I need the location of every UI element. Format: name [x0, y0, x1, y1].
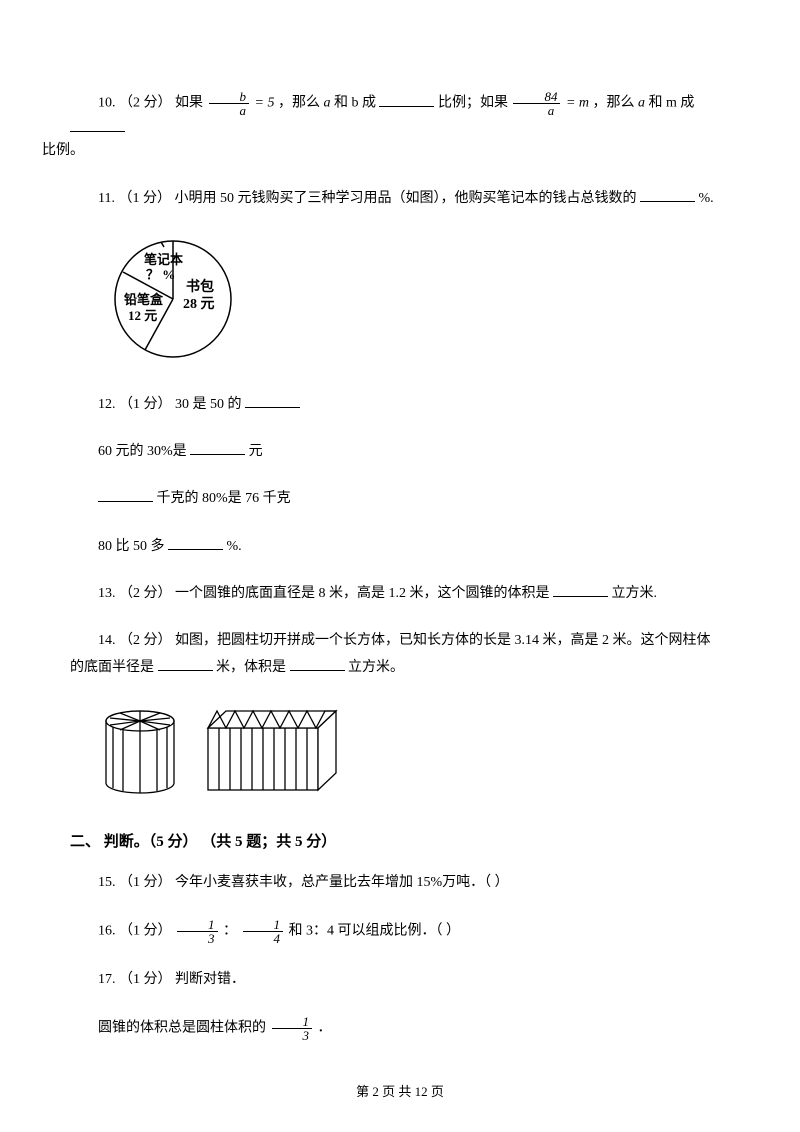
q11-text: 小明用 50 元钱购买了三种学习用品（如图），他购买笔记本的钱占总钱数的	[174, 191, 636, 206]
q10-num: 10.	[98, 96, 119, 111]
question-12-l4: 80 比 50 多 %.	[70, 535, 730, 558]
blank	[98, 487, 153, 502]
q10-eq2: = m	[566, 96, 589, 111]
cylinder-diagram	[98, 703, 730, 811]
q17-num: 17.	[98, 972, 119, 987]
q14-line2a: 的底面半径是	[70, 660, 154, 675]
q13-points: （2 分）	[119, 586, 172, 601]
q16-colon: ：	[223, 924, 241, 939]
q10-tail: 比例。	[42, 140, 84, 162]
q12-l2b: 元	[249, 444, 263, 459]
question-17: 17. （1 分） 判断对错．	[70, 969, 730, 991]
q17b-text-b: ．	[318, 1021, 332, 1036]
q12-points: （1 分）	[119, 397, 172, 412]
pie-chart: 笔记本 ？ % 书包 28 元 铅笔盒 12 元	[98, 234, 730, 372]
q14-line1: 如图，把圆柱切开拼成一个长方体，已知长方体的长是 3.14 米，高是 2 米。这…	[175, 633, 711, 648]
q14-num: 14.	[98, 633, 119, 648]
q10-mid1: ，那么	[278, 96, 324, 111]
q10-mid4: ，那么	[593, 96, 639, 111]
q15-text: 今年小麦喜获丰收，总产量比去年增加 15%万吨．（ ）	[175, 875, 509, 890]
q10-mid3: 比例；如果	[438, 96, 512, 111]
pie-label-notebook1: 笔记本	[144, 252, 183, 267]
question-15: 15. （1 分） 今年小麦喜获丰收，总产量比去年增加 15%万吨．（ ）	[70, 872, 730, 894]
question-12-l2: 60 元的 30%是 元	[70, 440, 730, 463]
q10-var-a: a	[323, 96, 330, 111]
q17-points: （1 分）	[119, 972, 172, 987]
q14-line2b: 米，体积是	[216, 660, 286, 675]
q10-eq1: = 5	[255, 96, 275, 111]
q12-l1a: 30 是 50 的	[175, 397, 242, 412]
q14-points: （2 分）	[119, 633, 172, 648]
q12-num: 12.	[98, 397, 119, 412]
question-14-l1: 14. （2 分） 如图，把圆柱切开拼成一个长方体，已知长方体的长是 3.14 …	[70, 630, 730, 652]
blank	[290, 656, 345, 671]
q10-frac1: b a	[209, 90, 250, 117]
pie-label-pencil1: 铅笔盒	[124, 292, 164, 307]
blank	[245, 393, 300, 408]
question-13: 13. （2 分） 一个圆锥的底面直径是 8 米，高是 1.2 米，这个圆锥的体…	[70, 582, 730, 605]
pie-label-notebook2: ？ %	[146, 267, 175, 282]
q12-l2a: 60 元的 30%是	[98, 444, 187, 459]
pie-label-pencil2: 12 元	[128, 308, 157, 323]
question-16: 16. （1 分） 1 3 ： 1 4 和 3：4 可以组成比例．（ ）	[70, 918, 730, 945]
q16-frac2: 1 4	[243, 918, 284, 945]
question-14-l2: 的底面半径是 米，体积是 立方米。	[70, 656, 730, 679]
q10-pre: 如果	[175, 96, 207, 111]
q11-num: 11.	[98, 191, 118, 206]
q14-line2c: 立方米。	[348, 660, 404, 675]
question-17b: 圆锥的体积总是圆柱体积的 1 3 ．	[70, 1015, 730, 1042]
q16-points: （1 分）	[119, 924, 172, 939]
q16-tail: 和 3：4 可以组成比例．（ ）	[289, 924, 461, 939]
q13-text-a: 一个圆锥的底面直径是 8 米，高是 1.2 米，这个圆锥的体积是	[175, 586, 550, 601]
q16-frac1: 1 3	[177, 918, 218, 945]
question-12-l1: 12. （1 分） 30 是 50 的	[70, 393, 730, 416]
q15-num: 15.	[98, 875, 119, 890]
blank	[158, 656, 213, 671]
q10-mid5: 和 m 成	[649, 96, 695, 111]
blank	[640, 187, 695, 202]
q11-tail: %.	[698, 191, 713, 206]
section-2-title: 二、 判断。（5 分） （共 5 题；共 5 分）	[70, 830, 730, 854]
question-10: 10. （2 分） 如果 b a = 5 ，那么 a 和 b 成 比例；如果 8…	[70, 90, 730, 163]
question-11: 11. （1 分） 小明用 50 元钱购买了三种学习用品（如图），他购买笔记本的…	[70, 187, 730, 210]
pie-label-bag2: 28 元	[183, 296, 215, 312]
q11-points: （1 分）	[118, 191, 171, 206]
blank	[168, 535, 223, 550]
q13-num: 13.	[98, 586, 119, 601]
q12-l4b: %.	[227, 539, 242, 554]
q17b-frac: 1 3	[272, 1015, 313, 1042]
q13-text-b: 立方米.	[612, 586, 658, 601]
q16-num: 16.	[98, 924, 119, 939]
blank	[379, 92, 434, 107]
page-content: 10. （2 分） 如果 b a = 5 ，那么 a 和 b 成 比例；如果 8…	[0, 0, 800, 1106]
q12-l4a: 80 比 50 多	[98, 539, 165, 554]
page-footer: 第 2 页 共 12 页	[0, 1081, 800, 1100]
q15-points: （1 分）	[119, 875, 172, 890]
q10-frac2: 84 a	[513, 90, 560, 117]
q17-text: 判断对错．	[175, 972, 245, 987]
question-12-l3: 千克的 80%是 76 千克	[70, 487, 730, 510]
q10-mid2: 和 b 成	[334, 96, 376, 111]
pie-label-bag1: 书包	[186, 278, 214, 295]
q17b-text-a: 圆锥的体积总是圆柱体积的	[98, 1021, 270, 1036]
blank	[70, 117, 125, 132]
blank	[553, 582, 608, 597]
q10-points: （2 分）	[119, 96, 172, 111]
q12-l3a: 千克的 80%是 76 千克	[157, 491, 291, 506]
blank	[190, 440, 245, 455]
q10-var-a2: a	[638, 96, 645, 111]
